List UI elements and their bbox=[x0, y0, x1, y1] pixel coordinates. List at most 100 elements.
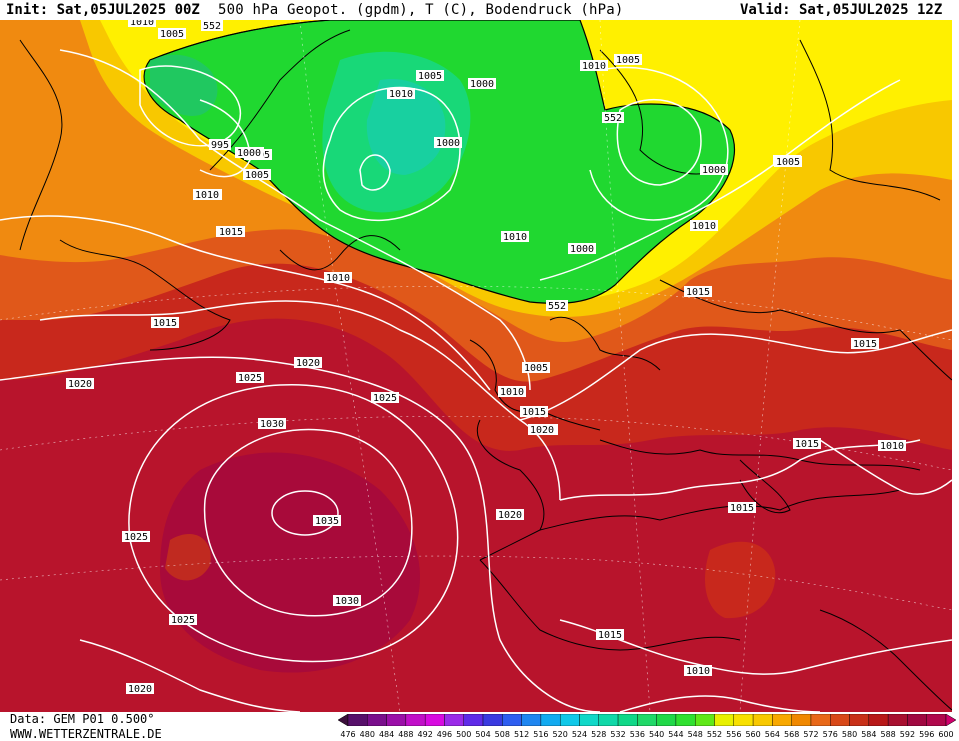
isobar-label: 1030 bbox=[335, 596, 359, 607]
isobar-label: 1010 bbox=[195, 190, 219, 201]
coastlines bbox=[19, 29, 952, 711]
isobar-label: 995 bbox=[211, 140, 229, 151]
colorbar-swatch bbox=[405, 714, 426, 726]
isobar-label-bg bbox=[434, 137, 462, 148]
isobar-label-bg bbox=[690, 220, 718, 231]
colorbar-tick-label: 520 bbox=[552, 730, 568, 739]
isobar-label-bg bbox=[387, 88, 415, 99]
isobar-label-bg bbox=[774, 156, 802, 167]
isobar-label: 1005 bbox=[776, 157, 800, 168]
colorbar-tick-label: 556 bbox=[726, 730, 742, 739]
colorbar-tick-label: 484 bbox=[378, 730, 395, 739]
isobar-label-bg bbox=[126, 683, 154, 694]
isobar-label-bg bbox=[158, 28, 186, 39]
colorbar-swatch bbox=[386, 714, 407, 726]
colorbar-swatch bbox=[849, 714, 870, 726]
colorbar-swatch bbox=[482, 714, 503, 726]
colorbar-swatch bbox=[772, 714, 792, 726]
colorbar-swatch bbox=[675, 714, 696, 726]
isobar-1015-africa bbox=[559, 619, 952, 675]
geopot-label: 552 bbox=[548, 301, 566, 312]
colorbar-tick-label: 540 bbox=[649, 730, 665, 739]
colorbar-tick-label: 552 bbox=[706, 730, 723, 739]
colorbar-tick-label: 488 bbox=[398, 730, 414, 739]
isobar-1010-africa bbox=[619, 695, 821, 712]
isobar-label-bg bbox=[580, 60, 608, 71]
isobar-label: 1025 bbox=[124, 532, 148, 543]
isobar-1020-sw bbox=[79, 639, 301, 712]
colorbar-tick-label: 596 bbox=[919, 730, 935, 739]
isobar-label-bg bbox=[294, 357, 322, 368]
colorbar-tick-label: 544 bbox=[668, 730, 684, 739]
isobar-label-bg bbox=[501, 231, 529, 242]
colorbar-tick-label: 500 bbox=[456, 730, 472, 739]
isobar-label-bg bbox=[66, 378, 94, 389]
isobar-label: 1015 bbox=[598, 630, 622, 641]
colorbar-swatch bbox=[791, 714, 812, 726]
isobars bbox=[0, 49, 952, 712]
region-africa-warm bbox=[705, 541, 776, 619]
isobar-label: 1000 bbox=[702, 165, 726, 176]
isobar-label-bg bbox=[324, 272, 352, 283]
isobar-label-bg bbox=[700, 164, 728, 175]
isobar-label-bg bbox=[498, 386, 526, 397]
isobar-1010 bbox=[0, 215, 491, 391]
isobar-1010-right bbox=[539, 79, 901, 281]
isobar-label: 1010 bbox=[130, 20, 154, 28]
isobar-label: 1010 bbox=[880, 441, 904, 452]
isobar-label-bg bbox=[568, 243, 596, 254]
colorbar-tick-label: 532 bbox=[610, 730, 626, 739]
isobar-label: 1015 bbox=[522, 407, 546, 418]
colorbar-tick-label: 560 bbox=[745, 730, 761, 739]
colorbar-tick-label: 592 bbox=[899, 730, 916, 739]
website-label: WWW.WETTERZENTRALE.DE bbox=[10, 727, 162, 741]
weather-map[interactable]: 1010 1005 995 1000 1005 1010 1015 1010 1015 1020 1… bbox=[0, 20, 952, 712]
isobar-label: 1000 bbox=[470, 79, 494, 90]
isobar-label: 1005 bbox=[418, 71, 442, 82]
isobar-label-bg bbox=[528, 424, 556, 435]
colorbar-tick-label: 528 bbox=[591, 730, 607, 739]
colorbar-swatch bbox=[714, 714, 735, 726]
isobar-label-bg bbox=[468, 78, 496, 89]
isobar-1000-right bbox=[616, 98, 702, 186]
colorbar-tick-label: 600 bbox=[938, 730, 954, 739]
isobar-label-bg bbox=[416, 70, 444, 81]
isobar-label-bg bbox=[684, 665, 712, 676]
isobar-label-bg bbox=[236, 372, 264, 383]
isobar-label: 1015 bbox=[795, 439, 819, 450]
isobar-label: 1000 bbox=[237, 148, 261, 159]
isobar-label: 1020 bbox=[68, 379, 92, 390]
footer-bar: Data: GEM P01 0.500° WWW.WETTERZENTRALE.… bbox=[0, 712, 959, 741]
colorbar-arrow-right bbox=[945, 714, 956, 726]
geopot-label: 552 bbox=[604, 113, 622, 124]
region-high-core bbox=[160, 452, 420, 673]
isobar-label-bg bbox=[169, 614, 197, 625]
colorbar-tick-label: 580 bbox=[841, 730, 858, 739]
isobar-label: 1000 bbox=[436, 138, 460, 149]
colorbar-swatch bbox=[830, 714, 850, 726]
colorbar-swatch bbox=[540, 714, 561, 726]
colorbar-swatch bbox=[502, 714, 522, 726]
colorbar-swatch bbox=[810, 714, 831, 726]
isobar-1025 bbox=[128, 384, 459, 663]
map-canvas: 1010 1005 995 1000 1005 1010 1015 1010 1015 1020 1… bbox=[0, 20, 952, 712]
isobar-label: 1005 bbox=[160, 29, 184, 40]
colorbar-tick-label: 508 bbox=[494, 730, 510, 739]
valid-time-label: Valid: Sat,05JUL2025 12Z bbox=[740, 2, 943, 18]
colorbar-swatch bbox=[637, 714, 657, 726]
isobar-label-bg bbox=[128, 20, 156, 27]
isobar-label-bg bbox=[209, 139, 231, 150]
colorbar-tick-label: 480 bbox=[359, 730, 375, 739]
isobar-label-bg bbox=[122, 531, 150, 542]
isobar-label: 1010 bbox=[500, 387, 524, 398]
isobar-label: 1035 bbox=[315, 516, 339, 527]
colorbar-tick-label: 476 bbox=[340, 730, 356, 739]
isobar-label-bg bbox=[333, 595, 361, 606]
colorbar-tick-label: 524 bbox=[571, 730, 588, 739]
geopot-label-bg bbox=[201, 20, 223, 31]
isobar-1010-east bbox=[819, 439, 952, 495]
isobar-label: 1000 bbox=[570, 244, 594, 255]
isobar-label: 1010 bbox=[692, 221, 716, 232]
isobar-label: 1010 bbox=[503, 232, 527, 243]
colorbar-swatch bbox=[733, 714, 754, 726]
